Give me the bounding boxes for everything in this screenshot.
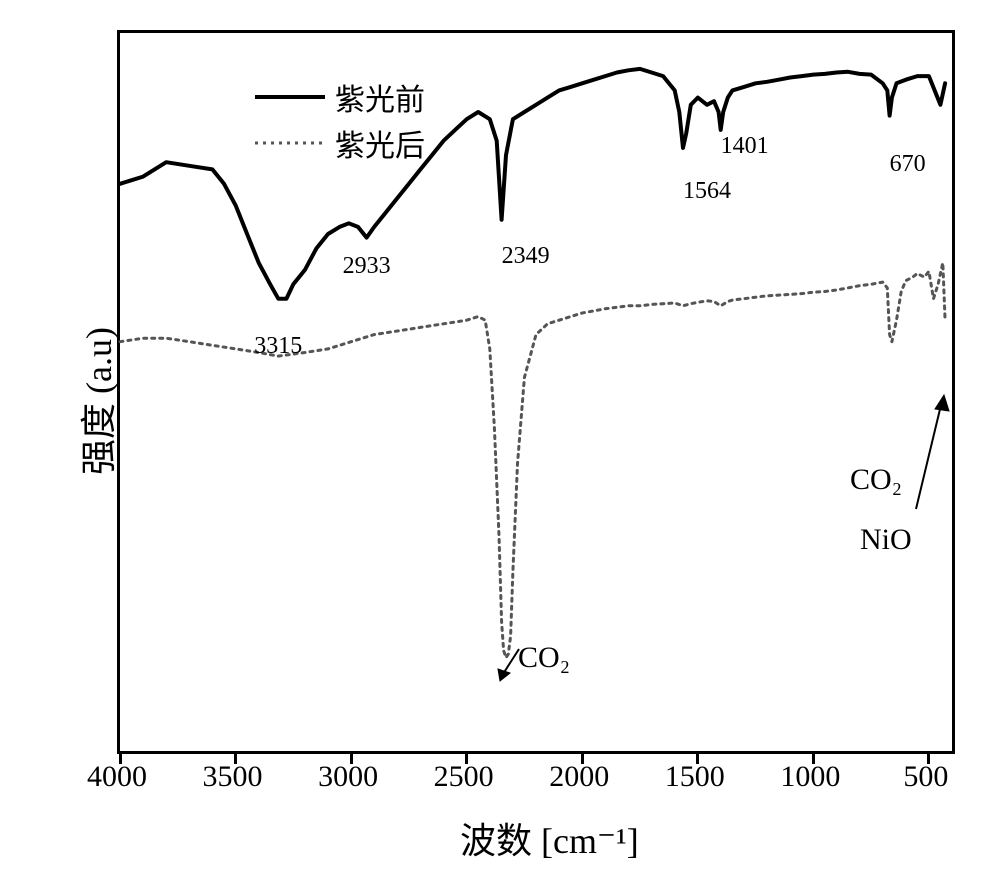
x-tick-label: 3500 (193, 760, 273, 794)
peak-label: 1401 (721, 133, 769, 160)
plot-area: 紫光前 紫光后 33152933234915641401670 CO₂ CO₂ … (117, 30, 955, 754)
x-tick-label: 3000 (308, 760, 388, 794)
legend-swatch-solid (255, 85, 325, 109)
y-axis-label: 强度 (a.u) (70, 327, 122, 475)
annot-nio: NiO (860, 523, 912, 557)
legend-item-before: 紫光前 (255, 75, 425, 119)
ftir-chart: 强度 (a.u) 波数 [cm⁻¹] 紫光前 (0, 0, 1000, 886)
x-axis-label: 波数 [cm⁻¹] (460, 812, 639, 864)
peak-label: 1564 (683, 178, 731, 205)
x-tick-label: 4000 (77, 760, 157, 794)
annot-co2-center: CO₂ (518, 641, 570, 675)
legend-label-before: 紫光前 (335, 75, 425, 119)
series-after-uv (120, 263, 945, 658)
legend-swatch-dotted (255, 131, 325, 155)
legend-label-after: 紫光后 (335, 121, 425, 165)
x-tick-label: 1000 (770, 760, 850, 794)
x-tick-label: 2000 (539, 760, 619, 794)
peak-label: 670 (890, 151, 926, 178)
legend-item-after: 紫光后 (255, 121, 425, 165)
x-tick-label: 2500 (424, 760, 504, 794)
peak-label: 3315 (254, 333, 302, 360)
legend: 紫光前 紫光后 (255, 75, 425, 167)
peak-label: 2933 (343, 253, 391, 280)
x-tick-label: 500 (886, 760, 966, 794)
annot-co2-right: CO₂ (850, 463, 902, 497)
arrow-nio (916, 395, 949, 509)
peak-label: 2349 (502, 243, 550, 270)
x-tick-label: 1500 (655, 760, 735, 794)
